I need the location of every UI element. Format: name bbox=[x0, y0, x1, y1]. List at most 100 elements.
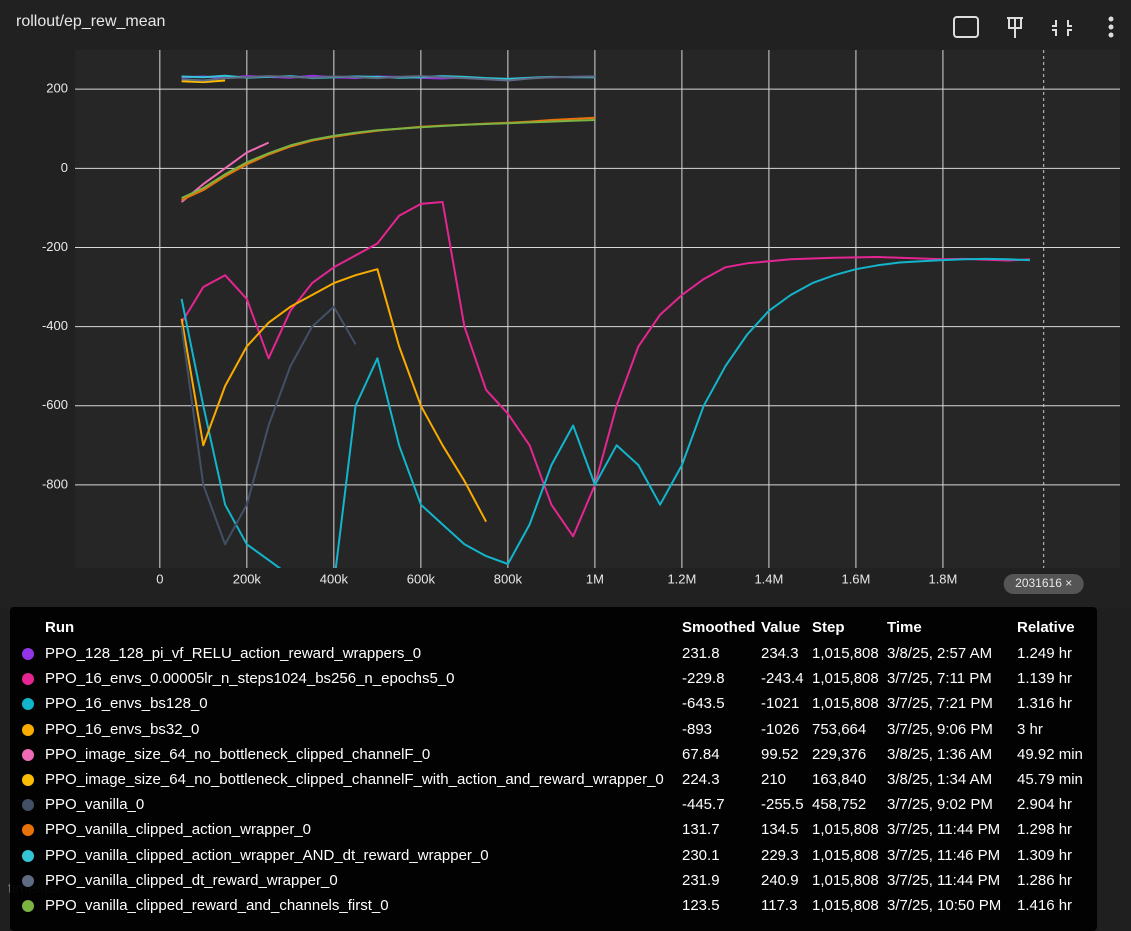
series-line bbox=[180, 268, 487, 523]
tooltip: Run Smoothed Value Step Time Relative PPO_128_… bbox=[10, 607, 1097, 931]
run-name: PPO_16_envs_bs128_0 bbox=[45, 695, 208, 713]
cell-value: 1,015,808 bbox=[812, 695, 879, 713]
cell-value: 234.3 bbox=[761, 645, 799, 662]
cell-value: 458,752 bbox=[812, 796, 867, 814]
cell-value: 163,840 bbox=[812, 771, 867, 788]
cell-value: 123.5 bbox=[682, 897, 720, 914]
column-header: Smoothed bbox=[682, 619, 756, 636]
run-color bbox=[22, 648, 34, 660]
run-color bbox=[22, 849, 34, 862]
cell-value: -243.4 bbox=[761, 670, 804, 688]
menu-icon[interactable] bbox=[1108, 24, 1114, 30]
cursor-label-box bbox=[1003, 574, 1084, 594]
cell-value: 131.7 bbox=[682, 821, 720, 839]
chart: rollout/ep_rew_mean 200 0 -200 -400 -600 -800… bbox=[16, 13, 1120, 594]
run-color bbox=[22, 799, 34, 812]
x-tick-label: 0 bbox=[156, 571, 163, 586]
cell-value: 3/7/25, 7:21 PM bbox=[887, 695, 993, 713]
x-tick-label: 1.4M bbox=[754, 571, 783, 586]
run-name: PPO_vanilla_clipped_reward_and_channels_… bbox=[45, 897, 389, 914]
y-tick-label: 200 bbox=[46, 81, 68, 96]
cell-value: 1.249 hr bbox=[1017, 645, 1073, 662]
column-header: Value bbox=[761, 619, 801, 636]
run-name: PPO_vanilla_clipped_action_wrapper_AND_d… bbox=[45, 846, 489, 864]
run-color bbox=[22, 698, 34, 711]
cell-value: 117.3 bbox=[761, 897, 798, 914]
chart-title: rollout/ep_rew_mean bbox=[16, 13, 165, 30]
series-line bbox=[180, 305, 357, 546]
cell-value: 210 bbox=[761, 771, 787, 788]
column-header: Time bbox=[887, 619, 922, 636]
pin-icon[interactable] bbox=[1007, 17, 1023, 38]
cell-value: 2.904 hr bbox=[1017, 796, 1073, 814]
cell-value: 1.309 hr bbox=[1017, 846, 1073, 864]
run-color bbox=[22, 723, 34, 736]
cell-value: 1,015,808 bbox=[812, 871, 879, 889]
cell-value: 1.298 hr bbox=[1017, 821, 1073, 839]
plot-lines bbox=[180, 74, 1030, 568]
column-header: Step bbox=[812, 619, 845, 636]
series-line bbox=[181, 75, 595, 82]
cell-value: 1.286 hr bbox=[1017, 871, 1073, 889]
cell-value: 3/7/25, 9:06 PM bbox=[887, 720, 993, 738]
cell-value: 1.139 hr bbox=[1017, 670, 1073, 688]
column-header: Relative bbox=[1017, 619, 1075, 636]
run-color bbox=[22, 774, 34, 786]
cell-value: 1.316 hr bbox=[1017, 695, 1073, 713]
run-name: PPO_image_size_64_no_bottleneck_clipped_… bbox=[45, 745, 431, 763]
y-tick-label: 0 bbox=[61, 160, 68, 175]
run-name: PPO_16_envs_bs32_0 bbox=[45, 720, 200, 738]
cell-value: 1,015,808 bbox=[812, 645, 879, 662]
cell-value: 753,664 bbox=[812, 720, 867, 738]
x-tick-label: 600k bbox=[407, 571, 436, 586]
cell-value: 49.92 min bbox=[1017, 745, 1083, 763]
cell-value: 3 hr bbox=[1017, 720, 1043, 738]
cell-value: -1026 bbox=[761, 720, 800, 738]
run-name: PPO_vanilla_0 bbox=[45, 796, 145, 814]
x-tick-label: 1.8M bbox=[928, 571, 957, 586]
toolbar[interactable] bbox=[953, 16, 1114, 38]
cell-value: 1.416 hr bbox=[1017, 897, 1073, 914]
run-name: PPO_16_envs_0.00005lr_n_steps1024_bs256_… bbox=[45, 670, 455, 688]
cell-value: 3/7/25, 10:50 PM bbox=[887, 897, 1002, 914]
cell-value: 1,015,808 bbox=[812, 846, 879, 864]
x-tick-label: 1.2M bbox=[667, 571, 696, 586]
cursor-label: 2031616 × bbox=[1015, 576, 1072, 590]
cell-value: 67.84 bbox=[682, 745, 720, 763]
cell-value: 230.1 bbox=[682, 846, 720, 864]
collapse-icon[interactable] bbox=[1052, 20, 1072, 36]
x-tick-label: 800k bbox=[494, 571, 523, 586]
cell-value: 240.9 bbox=[761, 871, 799, 889]
cell-value: 231.8 bbox=[682, 645, 720, 662]
cell-value: 229.3 bbox=[761, 846, 799, 864]
menu-icon[interactable] bbox=[1108, 32, 1114, 38]
menu-icon[interactable] bbox=[1108, 16, 1114, 22]
cell-value: 3/8/25, 2:57 AM bbox=[887, 645, 993, 662]
y-tick-label: -200 bbox=[42, 239, 68, 254]
x-tick-label: 200k bbox=[233, 571, 262, 586]
run-name: PPO_vanilla_clipped_dt_reward_wrapper_0 bbox=[45, 871, 338, 889]
series-line bbox=[180, 201, 1030, 538]
column-header: Run bbox=[45, 619, 75, 636]
cell-value: -893 bbox=[682, 720, 713, 738]
y-tick-label: -600 bbox=[42, 397, 68, 412]
plot-area bbox=[75, 50, 1120, 568]
cell-value: 134.5 bbox=[761, 821, 799, 839]
cell-value: -255.5 bbox=[761, 796, 804, 814]
x-tick-label: 1.6M bbox=[841, 571, 870, 586]
cell-value: 224.3 bbox=[682, 771, 720, 788]
y-tick-label: -800 bbox=[42, 476, 68, 491]
series-line bbox=[181, 119, 595, 199]
cell-value: 3/7/25, 11:46 PM bbox=[887, 846, 1001, 864]
series-line bbox=[180, 141, 270, 203]
cell-value: 45.79 min bbox=[1017, 771, 1083, 788]
run-color bbox=[22, 900, 34, 912]
run-name: PPO_128_128_pi_vf_RELU_action_reward_wra… bbox=[45, 645, 422, 662]
y-tick-label: -400 bbox=[42, 318, 68, 333]
x-tick-label: 400k bbox=[320, 571, 349, 586]
series-line bbox=[181, 79, 226, 84]
cell-value: 3/7/25, 11:44 PM bbox=[887, 821, 1001, 839]
fit-icon[interactable] bbox=[953, 16, 979, 38]
cell-value: 1,015,808 bbox=[812, 821, 879, 839]
